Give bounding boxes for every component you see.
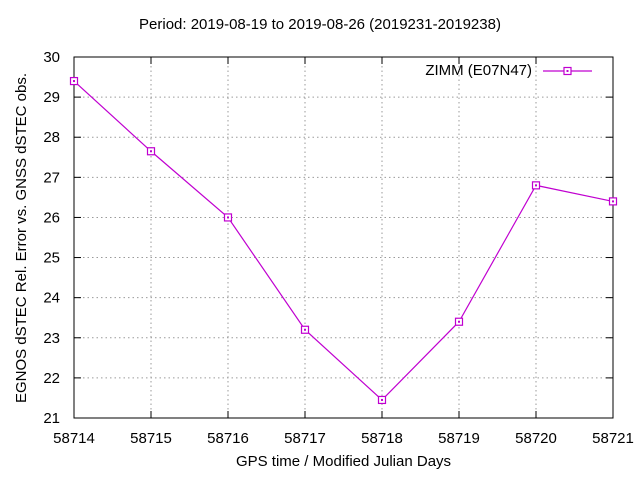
x-tick-label: 58716 <box>207 430 249 447</box>
data-point-center-dot <box>227 216 229 219</box>
y-tick-label: 26 <box>43 209 60 226</box>
data-point-center-dot <box>304 328 306 331</box>
data-point-center-dot <box>381 398 383 401</box>
x-tick-label: 58715 <box>130 430 172 447</box>
data-point-center-dot <box>458 320 460 323</box>
y-tick-label: 27 <box>43 169 60 186</box>
x-tick-label: 58721 <box>592 430 634 447</box>
y-tick-label: 25 <box>43 250 60 267</box>
legend-label: ZIMM (E07N47) <box>425 62 532 79</box>
gridlines <box>73 56 614 419</box>
data-point-center-dot <box>150 150 152 153</box>
x-tick-label: 58720 <box>515 430 557 447</box>
x-axis-label: GPS time / Modified Julian Days <box>235 453 452 470</box>
legend-line-sample <box>543 66 592 76</box>
x-tick-label: 58719 <box>438 430 480 447</box>
x-tick-label: 58717 <box>284 430 326 447</box>
y-tick-label: 22 <box>43 370 60 387</box>
series-markers <box>69 76 618 405</box>
y-tick-label: 29 <box>43 89 60 106</box>
x-tick-labels: 58714 58715 58716 58717 58718 58719 58720 58721 <box>53 430 634 447</box>
axis-ticks <box>73 56 614 419</box>
x-tick-label: 58714 <box>53 430 95 447</box>
data-point-center-dot <box>73 80 75 83</box>
x-tick-label: 58718 <box>361 430 403 447</box>
y-axis-label: EGNOS dSTEC Rel. Error vs. GNSS dSTEC ob… <box>13 72 30 404</box>
data-point-center-dot <box>535 184 537 187</box>
y-tick-label: 30 <box>43 49 60 66</box>
y-tick-labels: 21 22 23 24 25 26 27 28 29 30 <box>43 49 60 427</box>
y-tick-label: 23 <box>43 330 60 347</box>
data-point-center-dot <box>612 200 614 203</box>
y-tick-label: 28 <box>43 129 60 146</box>
chart-title: Period: 2019-08-19 to 2019-08-26 (201923… <box>139 16 501 33</box>
plot-border <box>73 56 614 419</box>
series-line <box>73 80 614 401</box>
y-tick-label: 24 <box>43 290 60 307</box>
y-tick-label: 21 <box>43 410 60 427</box>
